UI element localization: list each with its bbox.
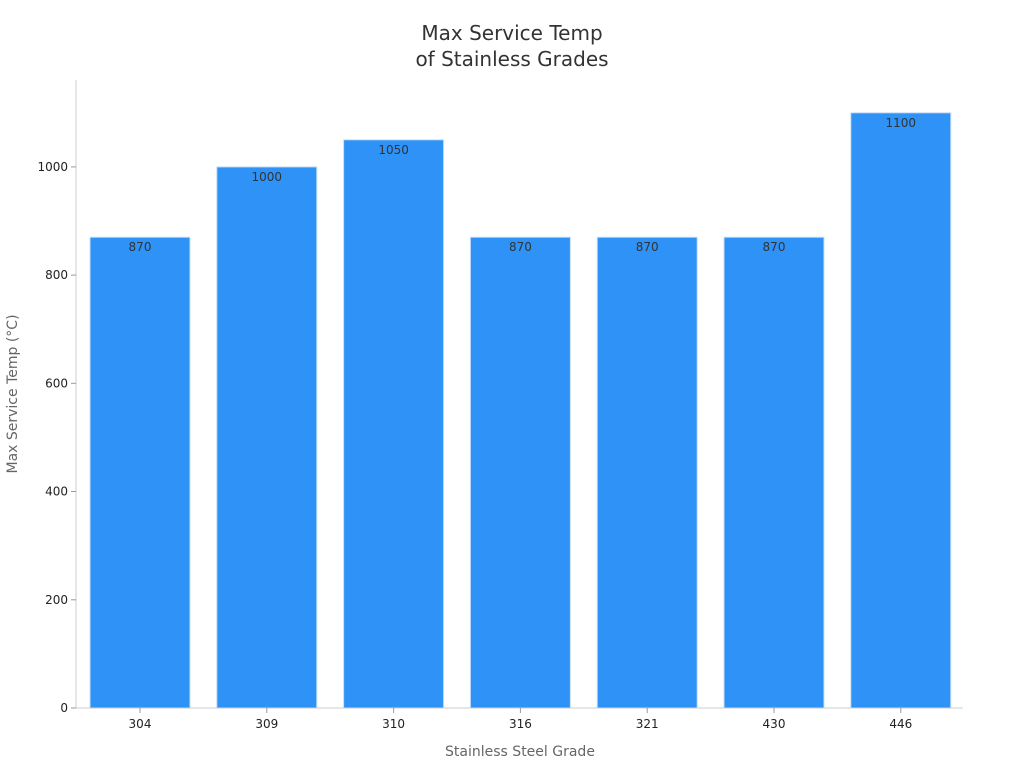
x-tick-label-446: 446 bbox=[889, 717, 912, 731]
x-tick-label-316: 316 bbox=[509, 717, 532, 731]
bars-group bbox=[89, 112, 952, 709]
bar-321 bbox=[596, 236, 698, 709]
x-axis-title: Stainless Steel Grade bbox=[445, 744, 595, 760]
x-tick-label-310: 310 bbox=[382, 717, 405, 731]
y-tick-label-0: 0 bbox=[60, 701, 68, 715]
x-axis-ticks: 304 309 310 316 321 430 446 bbox=[129, 708, 912, 731]
data-label-309: 1000 bbox=[252, 170, 283, 184]
data-label-321: 870 bbox=[636, 240, 659, 254]
x-tick-label-321: 321 bbox=[636, 717, 659, 731]
chart-title-line-1: Max Service Temp bbox=[421, 21, 602, 45]
y-tick-label-800: 800 bbox=[45, 268, 68, 282]
bar-304 bbox=[89, 236, 191, 709]
y-axis-ticks: 0 200 400 600 800 1000 bbox=[37, 160, 76, 715]
y-tick-label-600: 600 bbox=[45, 376, 68, 390]
bar-309 bbox=[216, 166, 318, 709]
bar-446 bbox=[850, 112, 952, 709]
data-label-316: 870 bbox=[509, 240, 532, 254]
x-tick-label-430: 430 bbox=[763, 717, 786, 731]
data-label-430: 870 bbox=[763, 240, 786, 254]
data-label-304: 870 bbox=[129, 240, 152, 254]
y-tick-label-400: 400 bbox=[45, 485, 68, 499]
y-tick-label-1000: 1000 bbox=[37, 160, 68, 174]
bar-430 bbox=[723, 236, 825, 709]
x-tick-label-304: 304 bbox=[129, 717, 152, 731]
data-label-446: 1100 bbox=[886, 116, 917, 130]
data-label-310: 1050 bbox=[378, 143, 409, 157]
bar-316 bbox=[469, 236, 571, 709]
chart-title-line-2: of Stainless Grades bbox=[415, 47, 608, 71]
bar-310 bbox=[343, 139, 445, 709]
data-labels-group: 870 1000 1050 870 870 870 1100 bbox=[129, 116, 917, 254]
y-tick-label-200: 200 bbox=[45, 593, 68, 607]
y-axis-title: Max Service Temp (°C) bbox=[5, 314, 21, 473]
x-tick-label-309: 309 bbox=[255, 717, 278, 731]
